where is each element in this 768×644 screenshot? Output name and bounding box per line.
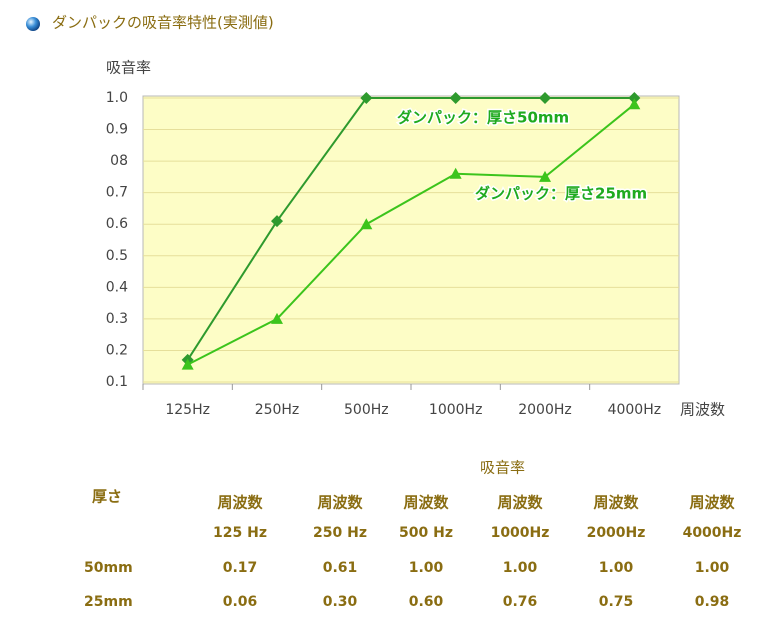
- column-unit: 500 Hz: [399, 525, 453, 541]
- diamond-marker: [360, 92, 373, 104]
- triangle-marker: [360, 218, 373, 230]
- triangle-marker: [449, 167, 462, 179]
- table-caption: 吸音率: [480, 459, 525, 477]
- table-cell: 0.61: [323, 560, 358, 576]
- x-tick-label: 2000Hz: [518, 402, 572, 418]
- y-tick-label: 1.0: [106, 90, 128, 106]
- y-axis-label: 吸音率: [106, 59, 151, 77]
- column-name: 周波数: [403, 494, 449, 512]
- x-axis-label: 周波数: [680, 401, 725, 419]
- table-cell: 1.00: [503, 560, 538, 576]
- column-name: 周波数: [689, 494, 735, 512]
- table-cell: 1.00: [695, 560, 730, 576]
- plot-area: [142, 95, 680, 385]
- table-cell: 0.17: [223, 560, 258, 576]
- column-unit: 250 Hz: [313, 525, 367, 541]
- column-unit: 4000Hz: [683, 525, 742, 541]
- y-tick-label: 0.7: [106, 185, 128, 201]
- triangle-marker: [181, 358, 194, 370]
- column-unit: 1000Hz: [491, 525, 550, 541]
- table-corner: 厚さ: [92, 488, 122, 506]
- x-tick-label: 125Hz: [165, 402, 210, 418]
- column-name: 周波数: [593, 494, 639, 512]
- table-cell: 0.98: [695, 594, 730, 610]
- y-tick-label: 0.9: [106, 122, 128, 138]
- column-name: 周波数: [497, 494, 543, 512]
- diamond-marker: [271, 215, 283, 228]
- y-tick-label: 0.3: [106, 311, 128, 327]
- series-line: [186, 97, 635, 361]
- y-tick-label: 0.2: [106, 342, 128, 358]
- x-tick-label: 1000Hz: [429, 402, 483, 418]
- y-tick-label: 0.6: [106, 216, 128, 232]
- diamond-marker: [449, 92, 462, 104]
- column-name: 周波数: [217, 494, 263, 512]
- table-cell: 1.00: [409, 560, 444, 576]
- series-label: ダンパック：厚さ50mm: [397, 109, 569, 127]
- x-tick-label: 500Hz: [344, 402, 389, 418]
- y-tick-label: 08: [110, 153, 128, 169]
- row-label: 25mm: [84, 594, 133, 610]
- row-label: 50mm: [84, 560, 133, 576]
- table-cell: 0.75: [599, 594, 634, 610]
- x-tick-label: 4000Hz: [608, 402, 662, 418]
- column-unit: 125 Hz: [213, 525, 267, 541]
- table-cell: 0.76: [503, 594, 538, 610]
- page-title: ダンパックの吸音率特性(実測値): [52, 14, 274, 32]
- triangle-marker: [628, 98, 641, 110]
- bullet-icon: [26, 17, 40, 31]
- series-label: ダンパック：厚さ25mm: [475, 185, 647, 203]
- y-tick-label: 0.1: [106, 374, 128, 390]
- series-line: [187, 103, 635, 366]
- table-cell: 0.06: [223, 594, 258, 610]
- table-cell: 0.30: [323, 594, 358, 610]
- column-unit: 2000Hz: [587, 525, 646, 541]
- triangle-marker: [271, 312, 283, 324]
- diamond-marker: [628, 92, 641, 104]
- y-tick-label: 0.4: [106, 279, 128, 295]
- diamond-marker: [539, 92, 551, 104]
- triangle-marker: [539, 170, 551, 182]
- y-tick-label: 0.5: [106, 248, 128, 264]
- x-tick-label: 250Hz: [255, 402, 300, 418]
- table-cell: 0.60: [409, 594, 444, 610]
- table-cell: 1.00: [599, 560, 634, 576]
- column-name: 周波数: [317, 494, 363, 512]
